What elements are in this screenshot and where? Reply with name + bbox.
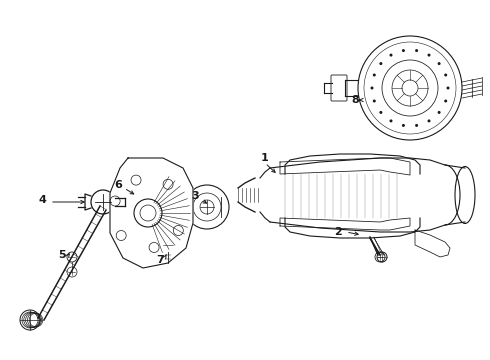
Text: 3: 3 bbox=[191, 191, 199, 201]
Circle shape bbox=[379, 111, 382, 114]
Circle shape bbox=[370, 86, 373, 90]
Circle shape bbox=[438, 62, 441, 65]
Text: 2: 2 bbox=[334, 227, 342, 237]
Circle shape bbox=[446, 86, 449, 90]
Circle shape bbox=[390, 54, 392, 57]
Circle shape bbox=[379, 62, 382, 65]
Text: 7: 7 bbox=[156, 255, 164, 265]
Text: 1: 1 bbox=[261, 153, 269, 163]
Circle shape bbox=[402, 124, 405, 127]
Circle shape bbox=[390, 120, 392, 122]
Circle shape bbox=[415, 124, 418, 127]
Circle shape bbox=[438, 111, 441, 114]
Circle shape bbox=[427, 120, 431, 122]
Text: 8: 8 bbox=[351, 95, 359, 105]
Text: 4: 4 bbox=[38, 195, 46, 205]
Circle shape bbox=[444, 99, 447, 103]
Circle shape bbox=[402, 49, 405, 52]
Polygon shape bbox=[110, 158, 193, 268]
Circle shape bbox=[444, 73, 447, 77]
Circle shape bbox=[373, 73, 376, 77]
Text: 5: 5 bbox=[58, 250, 66, 260]
Circle shape bbox=[415, 49, 418, 52]
Circle shape bbox=[373, 99, 376, 103]
Text: 6: 6 bbox=[114, 180, 122, 190]
Circle shape bbox=[427, 54, 431, 57]
